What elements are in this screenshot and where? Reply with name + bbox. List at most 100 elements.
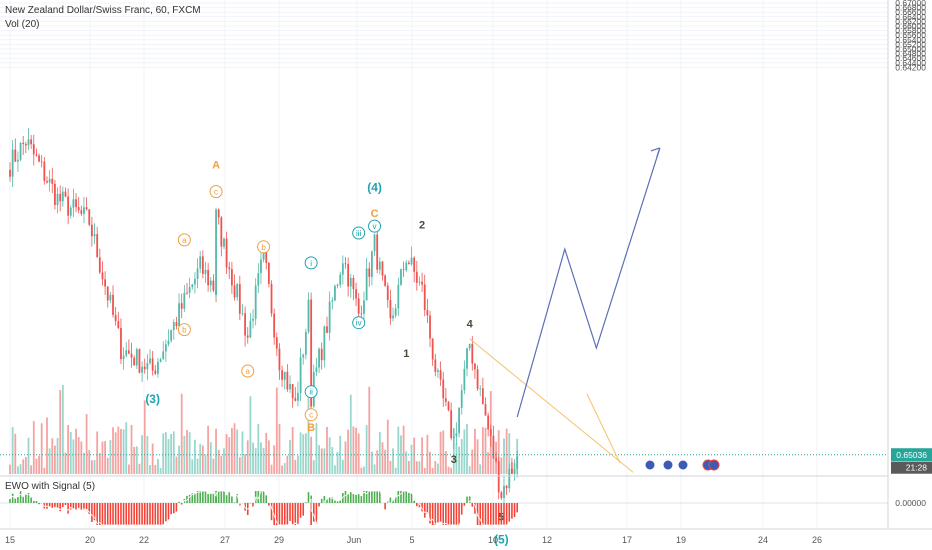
candle-body bbox=[117, 321, 120, 328]
ewo-bar bbox=[516, 503, 518, 513]
ewo-bar bbox=[289, 503, 291, 521]
volume-bar bbox=[400, 435, 402, 474]
ewo-bar bbox=[355, 494, 357, 503]
ewo-bar bbox=[143, 503, 146, 525]
ewo-bar bbox=[307, 492, 310, 503]
candle-body bbox=[402, 269, 405, 271]
candle-body bbox=[106, 286, 109, 301]
volume-bar bbox=[54, 445, 56, 474]
candle-body bbox=[90, 224, 93, 237]
ewo-bar bbox=[294, 503, 297, 525]
ewo-bar bbox=[236, 494, 238, 503]
ewo-bar bbox=[268, 503, 270, 506]
candle-body bbox=[254, 285, 257, 319]
ewo-bar bbox=[75, 503, 77, 511]
volume-bar bbox=[159, 467, 162, 474]
volume-bar bbox=[72, 439, 75, 474]
projection-path[interactable] bbox=[516, 147, 661, 418]
candle-body bbox=[183, 292, 186, 309]
ewo-bar bbox=[479, 503, 482, 525]
candle-body bbox=[310, 342, 313, 407]
candle-body bbox=[188, 287, 191, 293]
event-flag-icon bbox=[662, 459, 674, 471]
candle-body bbox=[32, 144, 35, 155]
volume-bar bbox=[96, 431, 99, 474]
price-tick: 0.66600 bbox=[895, 7, 926, 17]
volume-bar bbox=[450, 467, 453, 474]
volume-bar bbox=[265, 432, 268, 474]
ewo-bar bbox=[497, 503, 500, 525]
candle-body bbox=[349, 277, 352, 287]
ewo-bar bbox=[69, 503, 72, 510]
candle-body bbox=[141, 366, 143, 373]
price-tick: 0.65000 bbox=[895, 44, 926, 54]
candle-body bbox=[500, 492, 503, 498]
volume-bar bbox=[191, 459, 194, 474]
ewo-bar bbox=[204, 491, 207, 503]
ewo-bar bbox=[112, 503, 114, 525]
volume-bar bbox=[487, 452, 490, 474]
time-tick: Jun bbox=[347, 535, 362, 545]
volume-bar bbox=[228, 437, 231, 474]
ewo-bar bbox=[106, 503, 109, 525]
wave-label: B bbox=[307, 422, 315, 434]
ewo-bar bbox=[265, 495, 268, 503]
volume-bar bbox=[334, 465, 336, 474]
candle-body bbox=[175, 322, 178, 326]
price-tick: 0.65600 bbox=[895, 30, 926, 40]
candle-body bbox=[30, 139, 33, 145]
volume-bar bbox=[67, 425, 70, 474]
candle-body bbox=[133, 357, 136, 366]
volume-bar bbox=[347, 429, 350, 474]
ewo-bar bbox=[151, 503, 154, 525]
volume-bar bbox=[69, 432, 72, 474]
time-tick: 12 bbox=[542, 535, 552, 545]
candle-body bbox=[130, 353, 133, 358]
candle-body bbox=[244, 313, 247, 336]
candle-body bbox=[238, 284, 241, 314]
time-tick: 24 bbox=[758, 535, 768, 545]
candle-body bbox=[447, 401, 450, 411]
volume-bar bbox=[376, 450, 379, 474]
ewo-bar bbox=[51, 503, 54, 509]
candle-body bbox=[489, 429, 492, 436]
candle-body bbox=[357, 298, 360, 314]
volume-bar bbox=[83, 452, 85, 474]
candle-body bbox=[204, 269, 207, 274]
volume-bar bbox=[246, 440, 249, 474]
candle-body bbox=[104, 279, 106, 287]
candle-body bbox=[497, 461, 500, 493]
volume-bar bbox=[135, 446, 138, 474]
ewo-bar bbox=[194, 493, 196, 503]
volume-bar bbox=[164, 432, 167, 474]
ewo-bar bbox=[283, 503, 286, 525]
candle-body bbox=[413, 257, 416, 272]
ewo-bar bbox=[215, 491, 217, 503]
volume-bar bbox=[500, 457, 503, 474]
volume-bar bbox=[112, 427, 114, 474]
ewo-bar bbox=[331, 497, 334, 503]
candle-body bbox=[423, 284, 426, 311]
volume-legend: Vol (20) bbox=[5, 19, 40, 30]
circled-wave-marker bbox=[304, 385, 318, 399]
ewo-bar bbox=[48, 503, 51, 507]
wave-label: C bbox=[371, 208, 379, 220]
ewo-bar bbox=[120, 503, 122, 525]
candle-body bbox=[368, 268, 371, 277]
candle-body bbox=[64, 191, 67, 197]
candle-body bbox=[365, 268, 368, 301]
candle-body bbox=[289, 384, 291, 390]
volume-bar bbox=[503, 438, 505, 474]
ewo-bar bbox=[122, 503, 125, 525]
candle-body bbox=[392, 315, 394, 319]
candle-body bbox=[334, 285, 336, 301]
volume-bar bbox=[93, 460, 96, 474]
volume-bar bbox=[275, 387, 278, 474]
volume-bar bbox=[418, 461, 421, 474]
candle-body bbox=[194, 278, 196, 285]
candle-body bbox=[125, 350, 128, 356]
event-icons[interactable] bbox=[644, 459, 720, 471]
volume-bar bbox=[101, 441, 104, 474]
